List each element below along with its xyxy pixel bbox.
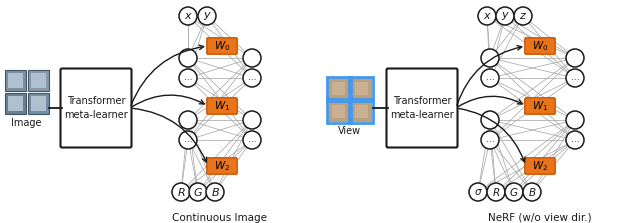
Bar [349,99,373,123]
Bar [328,101,349,122]
Circle shape [179,7,197,25]
Circle shape [481,111,499,129]
Text: $R$: $R$ [177,186,186,198]
FancyBboxPatch shape [207,38,237,54]
FancyBboxPatch shape [525,158,555,174]
Text: ...: ... [184,136,192,145]
Circle shape [469,183,487,201]
Circle shape [566,131,584,149]
Bar [355,82,367,95]
Circle shape [243,131,261,149]
Text: $W_2$: $W_2$ [532,159,548,173]
Bar [326,99,351,123]
Circle shape [206,183,224,201]
Circle shape [487,183,505,201]
Bar [8,95,23,111]
Circle shape [179,69,197,87]
Text: $W_2$: $W_2$ [214,159,230,173]
Circle shape [243,111,261,129]
Circle shape [481,69,499,87]
Bar [28,93,49,114]
FancyBboxPatch shape [61,68,131,147]
Text: $G$: $G$ [509,186,519,198]
Text: $y$: $y$ [500,10,509,22]
Bar [351,78,371,99]
Circle shape [179,131,197,149]
Text: $\sigma$: $\sigma$ [474,187,483,197]
Text: ...: ... [248,136,256,145]
FancyBboxPatch shape [207,98,237,114]
FancyBboxPatch shape [387,68,458,147]
Text: $x$: $x$ [483,11,492,21]
Bar [28,70,49,91]
Text: $W_0$: $W_0$ [532,39,548,53]
Circle shape [243,49,261,67]
Text: $y$: $y$ [202,10,211,22]
Text: ...: ... [486,136,494,145]
Bar [8,73,23,88]
Text: ...: ... [571,136,579,145]
Bar [5,93,26,114]
Text: $x$: $x$ [184,11,193,21]
Text: ...: ... [184,74,192,83]
FancyBboxPatch shape [525,38,555,54]
Circle shape [478,7,496,25]
Text: View: View [338,126,362,136]
FancyBboxPatch shape [207,158,237,174]
Text: $B$: $B$ [528,186,536,198]
Bar [326,76,351,101]
Circle shape [179,111,197,129]
Text: $W_1$: $W_1$ [214,99,230,113]
Bar [328,78,349,99]
Circle shape [179,49,197,67]
Circle shape [496,7,514,25]
Bar [332,82,345,95]
Text: Continuous Image: Continuous Image [173,213,268,223]
Circle shape [566,69,584,87]
Text: $z$: $z$ [519,11,527,21]
Circle shape [523,183,541,201]
Circle shape [481,49,499,67]
Bar [31,73,45,88]
Circle shape [189,183,207,201]
Text: $W_1$: $W_1$ [532,99,548,113]
Text: ...: ... [571,74,579,83]
Text: ...: ... [486,74,494,83]
Bar [31,95,45,111]
Circle shape [514,7,532,25]
Bar [351,101,371,122]
Circle shape [198,7,216,25]
Text: Transformer
meta-learner: Transformer meta-learner [64,96,128,120]
Bar [349,76,373,101]
Circle shape [172,183,190,201]
Text: NeRF (w/o view dir.): NeRF (w/o view dir.) [488,213,592,223]
Text: $B$: $B$ [211,186,220,198]
Text: Transformer
meta-learner: Transformer meta-learner [390,96,454,120]
Bar [355,105,367,118]
Text: $W_0$: $W_0$ [214,39,230,53]
Bar [5,70,26,91]
Text: ...: ... [248,74,256,83]
Text: Image: Image [12,118,42,128]
FancyBboxPatch shape [525,98,555,114]
Circle shape [481,131,499,149]
Circle shape [566,111,584,129]
Text: $G$: $G$ [193,186,203,198]
Bar [332,105,345,118]
Circle shape [243,69,261,87]
Text: $R$: $R$ [492,186,500,198]
Circle shape [566,49,584,67]
Circle shape [505,183,523,201]
